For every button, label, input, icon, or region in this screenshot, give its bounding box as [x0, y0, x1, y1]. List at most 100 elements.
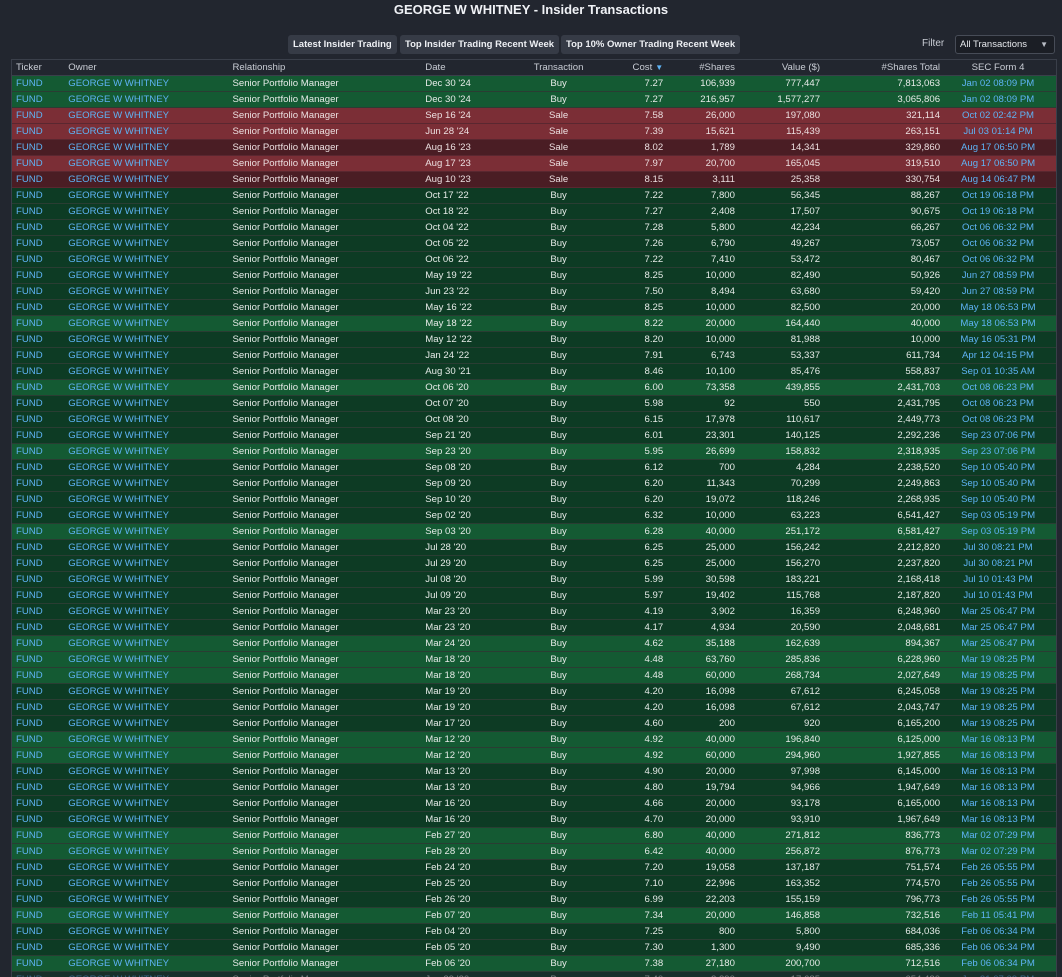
sec-form-link[interactable]: May 16 05:31 PM — [940, 331, 1056, 348]
owner-link[interactable]: GEORGE W WHITNEY — [64, 795, 233, 812]
owner-link[interactable]: GEORGE W WHITNEY — [64, 411, 233, 428]
owner-link[interactable]: GEORGE W WHITNEY — [64, 923, 233, 940]
ticker-link[interactable]: FUND — [12, 779, 65, 796]
ticker-link[interactable]: FUND — [12, 283, 65, 300]
ticker-link[interactable]: FUND — [12, 475, 65, 492]
owner-link[interactable]: GEORGE W WHITNEY — [64, 507, 233, 524]
ticker-link[interactable]: FUND — [12, 731, 65, 748]
owner-link[interactable]: GEORGE W WHITNEY — [64, 875, 233, 892]
owner-link[interactable]: GEORGE W WHITNEY — [64, 747, 233, 764]
ticker-link[interactable]: FUND — [12, 955, 65, 972]
ticker-link[interactable]: FUND — [12, 523, 65, 540]
ticker-link[interactable]: FUND — [12, 843, 65, 860]
sec-form-link[interactable]: Jan 31 07:09 PM — [940, 971, 1056, 977]
header-date[interactable]: Date — [425, 60, 514, 76]
filter-select[interactable]: All Transactions ▼ — [955, 35, 1055, 54]
owner-link[interactable]: GEORGE W WHITNEY — [64, 251, 233, 268]
owner-link[interactable]: GEORGE W WHITNEY — [64, 603, 233, 620]
sec-form-link[interactable]: Oct 02 02:42 PM — [940, 107, 1056, 124]
sec-form-link[interactable]: Mar 16 08:13 PM — [940, 763, 1056, 780]
sec-form-link[interactable]: Sep 10 05:40 PM — [940, 459, 1056, 476]
sec-form-link[interactable]: May 18 06:53 PM — [940, 299, 1056, 316]
ticker-link[interactable]: FUND — [12, 411, 65, 428]
owner-link[interactable]: GEORGE W WHITNEY — [64, 651, 233, 668]
top-10-owner-trading-recent-week-button[interactable]: Top 10% Owner Trading Recent Week — [561, 35, 741, 54]
sec-form-link[interactable]: Feb 26 05:55 PM — [940, 859, 1056, 876]
owner-link[interactable]: GEORGE W WHITNEY — [64, 523, 233, 540]
owner-link[interactable]: GEORGE W WHITNEY — [64, 763, 233, 780]
sec-form-link[interactable]: Oct 06 06:32 PM — [940, 251, 1056, 268]
ticker-link[interactable]: FUND — [12, 491, 65, 508]
ticker-link[interactable]: FUND — [12, 763, 65, 780]
owner-link[interactable]: GEORGE W WHITNEY — [64, 331, 233, 348]
top-insider-trading-recent-week-button[interactable]: Top Insider Trading Recent Week — [400, 35, 560, 54]
sec-form-link[interactable]: Sep 01 10:35 AM — [940, 363, 1056, 380]
ticker-link[interactable]: FUND — [12, 683, 65, 700]
header-sec-form[interactable]: SEC Form 4 — [940, 60, 1056, 76]
header-owner[interactable]: Owner — [64, 60, 233, 76]
owner-link[interactable]: GEORGE W WHITNEY — [64, 539, 233, 556]
owner-link[interactable]: GEORGE W WHITNEY — [64, 731, 233, 748]
owner-link[interactable]: GEORGE W WHITNEY — [64, 299, 233, 316]
sec-form-link[interactable]: Aug 14 06:47 PM — [940, 171, 1056, 188]
sec-form-link[interactable]: Jan 02 08:09 PM — [940, 91, 1056, 108]
header-ticker[interactable]: Ticker — [12, 60, 65, 76]
ticker-link[interactable]: FUND — [12, 331, 65, 348]
owner-link[interactable]: GEORGE W WHITNEY — [64, 555, 233, 572]
ticker-link[interactable]: FUND — [12, 91, 65, 108]
ticker-link[interactable]: FUND — [12, 251, 65, 268]
ticker-link[interactable]: FUND — [12, 123, 65, 140]
sec-form-link[interactable]: Mar 25 06:47 PM — [940, 603, 1056, 620]
ticker-link[interactable]: FUND — [12, 603, 65, 620]
ticker-link[interactable]: FUND — [12, 395, 65, 412]
ticker-link[interactable]: FUND — [12, 859, 65, 876]
owner-link[interactable]: GEORGE W WHITNEY — [64, 347, 233, 364]
owner-link[interactable]: GEORGE W WHITNEY — [64, 843, 233, 860]
ticker-link[interactable]: FUND — [12, 891, 65, 908]
sec-form-link[interactable]: Mar 02 07:29 PM — [940, 843, 1056, 860]
ticker-link[interactable]: FUND — [12, 587, 65, 604]
sec-form-link[interactable]: Sep 23 07:06 PM — [940, 443, 1056, 460]
ticker-link[interactable]: FUND — [12, 539, 65, 556]
sec-form-link[interactable]: Sep 03 05:19 PM — [940, 507, 1056, 524]
sec-form-link[interactable]: Mar 19 08:25 PM — [940, 715, 1056, 732]
owner-link[interactable]: GEORGE W WHITNEY — [64, 315, 233, 332]
sec-form-link[interactable]: Mar 16 08:13 PM — [940, 779, 1056, 796]
sec-form-link[interactable]: Mar 25 06:47 PM — [940, 635, 1056, 652]
ticker-link[interactable]: FUND — [12, 715, 65, 732]
ticker-link[interactable]: FUND — [12, 107, 65, 124]
sec-form-link[interactable]: Oct 19 06:18 PM — [940, 187, 1056, 204]
owner-link[interactable]: GEORGE W WHITNEY — [64, 75, 233, 92]
owner-link[interactable]: GEORGE W WHITNEY — [64, 699, 233, 716]
owner-link[interactable]: GEORGE W WHITNEY — [64, 715, 233, 732]
sec-form-link[interactable]: Apr 12 04:15 PM — [940, 347, 1056, 364]
owner-link[interactable]: GEORGE W WHITNEY — [64, 171, 233, 188]
sec-form-link[interactable]: May 18 06:53 PM — [940, 315, 1056, 332]
owner-link[interactable]: GEORGE W WHITNEY — [64, 891, 233, 908]
sec-form-link[interactable]: Feb 26 05:55 PM — [940, 875, 1056, 892]
